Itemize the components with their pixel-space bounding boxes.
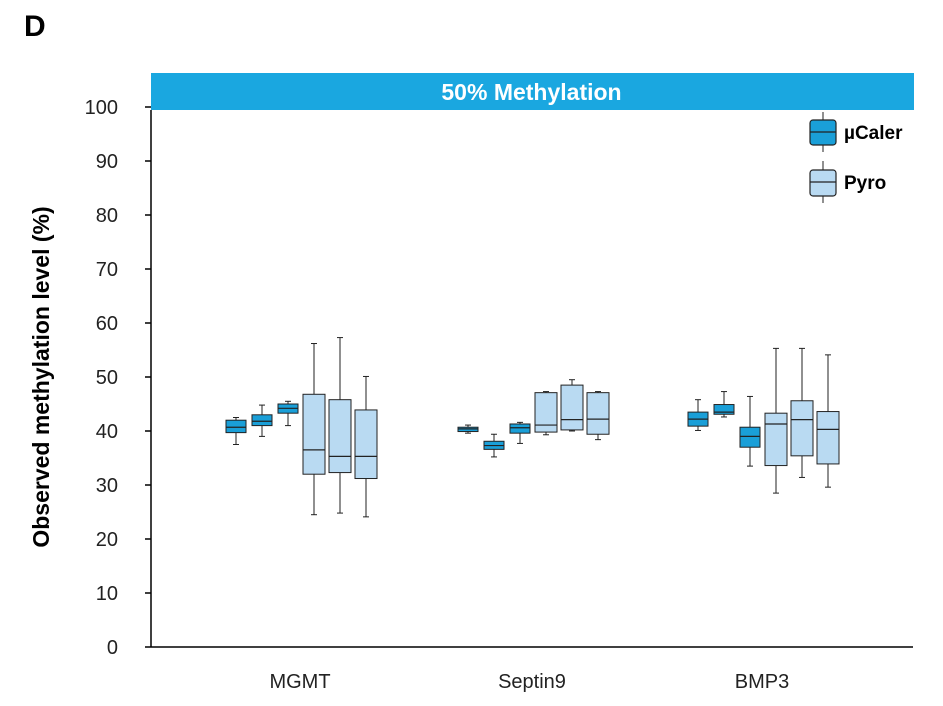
y-tick-label: 90 — [96, 151, 118, 173]
pyro-box — [560, 379, 584, 432]
pyro-box — [328, 337, 352, 514]
y-tick-label: 100 — [85, 97, 118, 119]
legend-ucaler: µCaler — [809, 112, 903, 152]
box-iqr — [713, 404, 735, 415]
title-banner — [151, 73, 914, 110]
legend-swatch — [809, 169, 837, 197]
pyro-box — [354, 375, 378, 518]
legend: µCaler Pyro — [809, 112, 903, 203]
chart-title: 50% Methylation — [441, 79, 621, 105]
pyro-box — [534, 391, 558, 436]
legend-label: µCaler — [844, 123, 903, 144]
pyro-box — [302, 343, 326, 516]
panel-label: D — [24, 10, 46, 43]
pyro-box — [586, 391, 610, 441]
box-iqr — [302, 393, 326, 475]
y-tick-label: 20 — [96, 529, 118, 551]
x-axis-category-labels: MGMT Septin9 BMP3 — [269, 671, 789, 693]
box-iqr — [739, 426, 761, 448]
ucaler-box — [225, 417, 247, 445]
y-tick-label: 80 — [96, 205, 118, 227]
ucaler-box — [457, 424, 479, 434]
y-tick-label: 40 — [96, 421, 118, 443]
y-tick-label: 70 — [96, 259, 118, 281]
box-iqr — [225, 419, 247, 434]
ucaler-box — [687, 399, 709, 431]
box-iqr — [328, 399, 352, 474]
box-series — [225, 337, 840, 518]
box-iqr — [251, 414, 273, 427]
box-iqr — [790, 400, 814, 457]
pyro-box — [790, 347, 814, 478]
y-tick-label: 10 — [96, 583, 118, 605]
legend-label: Pyro — [844, 173, 886, 194]
pyro-box — [816, 354, 840, 488]
y-axis-ticks: 0 10 20 30 40 50 60 70 80 90 100 — [85, 97, 151, 659]
ucaler-box — [277, 400, 299, 427]
box-iqr — [509, 423, 531, 434]
box-iqr — [586, 392, 610, 435]
box-iqr — [560, 384, 584, 431]
box-iqr — [534, 392, 558, 433]
category-label: Septin9 — [498, 671, 566, 693]
box-iqr — [764, 412, 788, 467]
y-tick-label: 30 — [96, 475, 118, 497]
category-label: BMP3 — [735, 671, 789, 693]
ucaler-box — [739, 395, 761, 467]
ucaler-box — [251, 404, 273, 437]
box-iqr — [816, 411, 840, 465]
box-iqr — [354, 409, 378, 480]
category-label: MGMT — [269, 671, 330, 693]
y-tick-label: 50 — [96, 367, 118, 389]
y-tick-label: 0 — [107, 637, 118, 659]
ucaler-box — [509, 421, 531, 444]
legend-pyro: Pyro — [809, 161, 886, 203]
pyro-box — [764, 347, 788, 494]
ucaler-box — [483, 433, 505, 458]
y-tick-label: 60 — [96, 313, 118, 335]
y-axis-title: Observed methylation level (%) — [28, 206, 54, 547]
ucaler-box — [713, 391, 735, 418]
